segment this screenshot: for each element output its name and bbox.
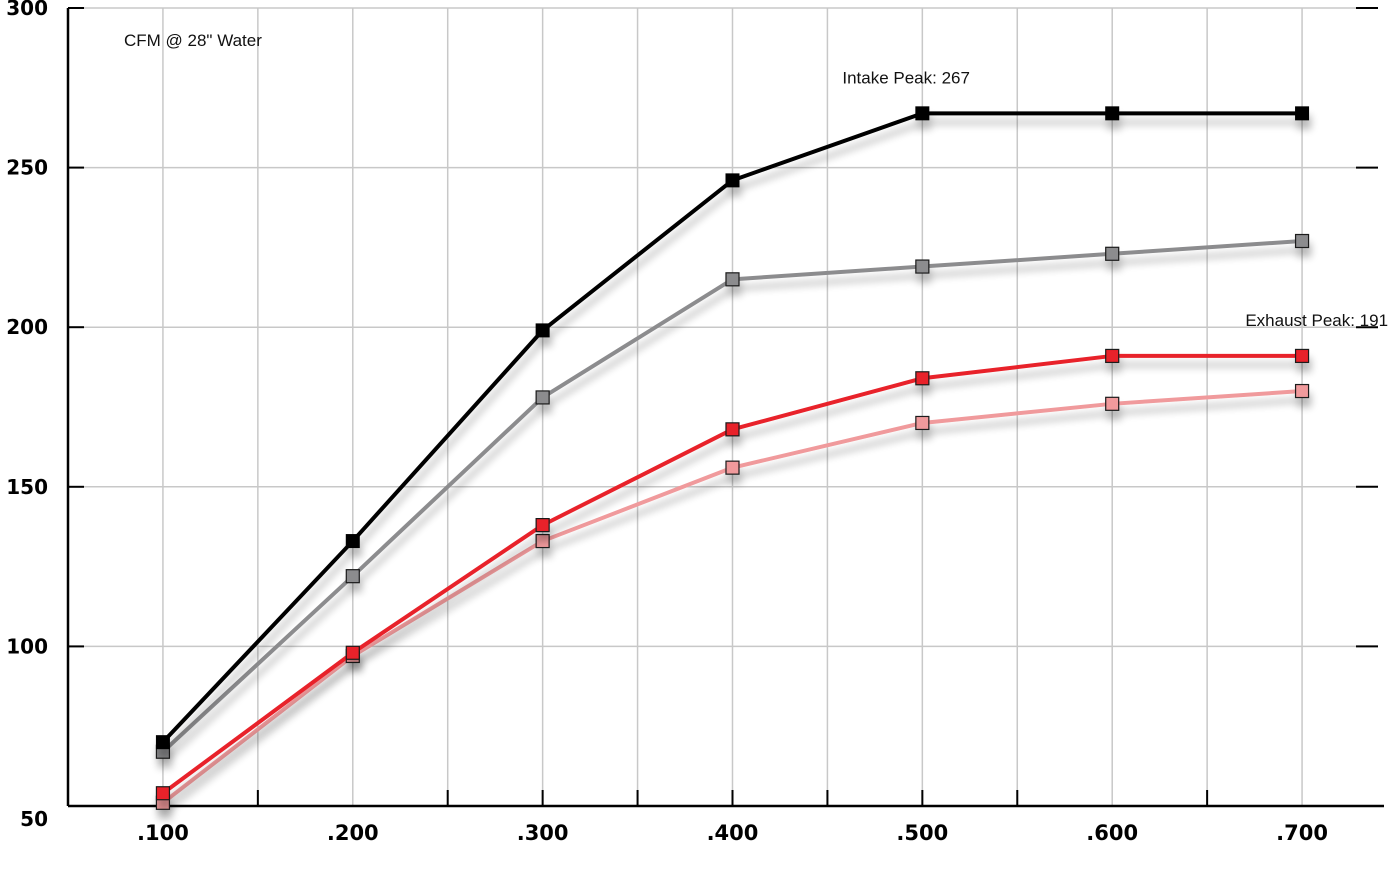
data-point xyxy=(725,272,740,287)
y-tick-label: 150 xyxy=(6,475,48,499)
grid-lines xyxy=(68,7,1378,806)
data-point xyxy=(1105,106,1120,121)
chart-title: CFM @ 28" Water xyxy=(124,31,262,50)
data-point xyxy=(535,390,550,405)
y-tick-label: 100 xyxy=(6,634,48,658)
data-point xyxy=(155,735,170,750)
series-0 xyxy=(155,106,1310,750)
annotations: Intake Peak: 267 Exhaust Peak: 191 xyxy=(842,68,1388,330)
y-tick-label: 50 xyxy=(20,807,48,831)
data-point xyxy=(155,786,171,801)
tick-labels: 300 250 200 150 100 50 .100 .200 .300 .400 .500 .60… xyxy=(6,0,1328,845)
data-point xyxy=(1105,246,1120,261)
data-point xyxy=(345,569,360,584)
x-tick-label: .300 xyxy=(517,821,569,845)
series-2 xyxy=(155,348,1310,801)
x-tick-label: .400 xyxy=(707,821,759,845)
x-tick-label: .200 xyxy=(327,821,379,845)
data-point xyxy=(1105,348,1120,364)
data-point xyxy=(1295,106,1310,121)
x-tick-label: .700 xyxy=(1276,821,1328,845)
series-group xyxy=(155,106,1310,810)
x-tick-label: .100 xyxy=(137,821,189,845)
data-point xyxy=(1294,233,1310,249)
annotation-intake-peak: Intake Peak: 267 xyxy=(842,68,970,87)
data-point xyxy=(1294,348,1310,364)
annotation-exhaust-peak: Exhaust Peak: 191 xyxy=(1245,311,1388,330)
y-tick-label: 200 xyxy=(6,315,48,339)
data-point xyxy=(915,259,930,274)
data-point xyxy=(1105,396,1120,411)
data-point xyxy=(345,645,360,660)
data-point xyxy=(915,371,930,386)
series-1 xyxy=(155,233,1310,759)
data-point xyxy=(535,533,550,549)
axes xyxy=(66,7,1384,808)
data-point xyxy=(345,534,360,549)
data-point xyxy=(1294,383,1310,399)
data-point xyxy=(725,460,740,475)
data-point xyxy=(915,415,930,431)
data-point xyxy=(725,422,740,437)
data-point xyxy=(535,323,550,338)
x-tick-label: .500 xyxy=(896,821,948,845)
y-tick-label: 300 xyxy=(6,0,48,20)
x-tick-label: .600 xyxy=(1086,821,1138,845)
data-point xyxy=(535,518,550,533)
data-point xyxy=(915,106,930,121)
y-tick-label: 250 xyxy=(6,156,48,180)
data-point xyxy=(725,173,740,188)
